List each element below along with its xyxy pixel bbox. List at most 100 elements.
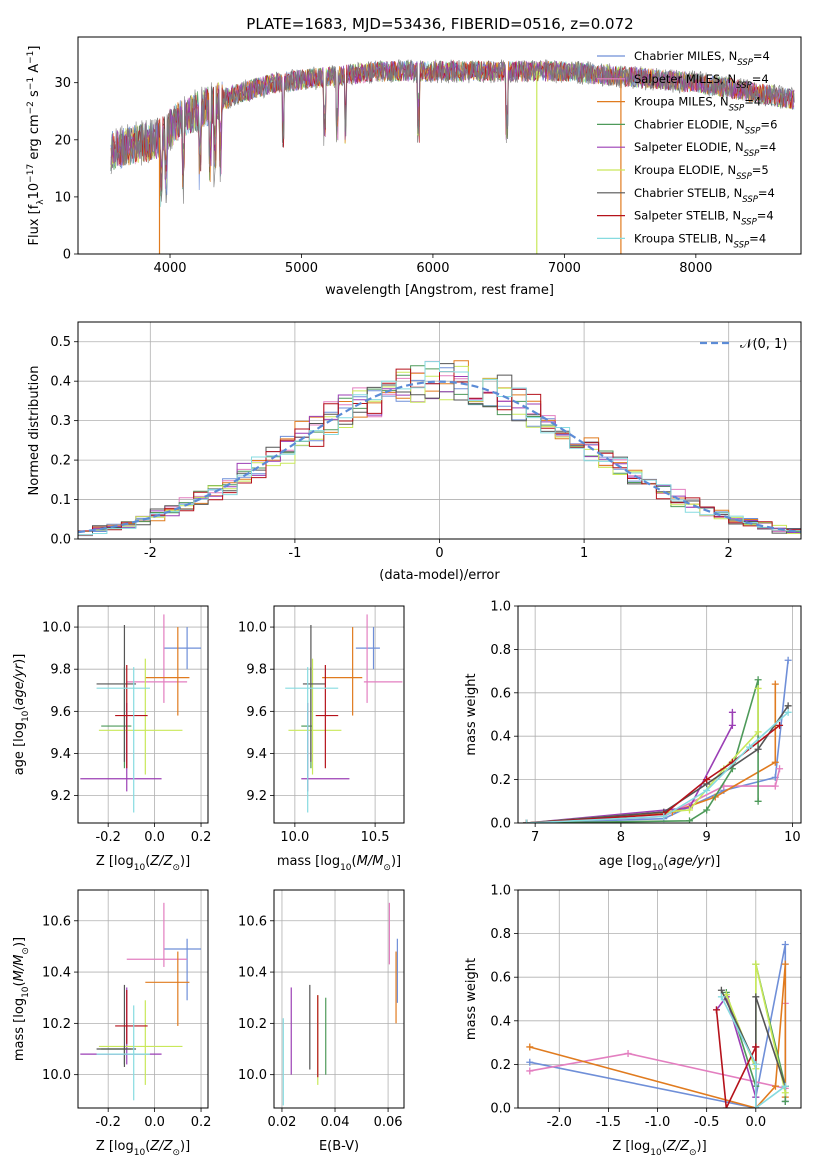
weight-marker — [728, 708, 736, 716]
x-tick-label: 0.0 — [144, 830, 165, 845]
y-tick-label: 1.0 — [490, 600, 511, 615]
panel-residuals: -2 -1 0 1 2 0.0 0.1 0.2 0.3 0.4 0.5 𝒩(0, 1) (data-mo… — [27, 321, 802, 583]
plot-area — [523, 656, 792, 823]
legend-eq: = — [752, 72, 762, 86]
weight-marker — [752, 1043, 760, 1051]
weight-marker — [712, 1006, 720, 1014]
axes-frame — [77, 605, 209, 824]
weight-marker — [752, 993, 760, 1001]
x-tick-label: 9 — [703, 830, 711, 845]
weight-marker — [752, 960, 760, 968]
y-tick-label: 0.2 — [50, 454, 71, 469]
label-part: ⊙ — [689, 1148, 697, 1158]
label-part: ⊙ — [172, 1148, 180, 1158]
y-tick-label: 9.2 — [246, 789, 267, 804]
legend-prefix: , N — [726, 186, 742, 200]
label-part: 10 — [21, 710, 31, 722]
label-part: )] — [710, 854, 720, 869]
weight-marker — [728, 721, 736, 729]
legend-sub: SSP — [744, 149, 760, 159]
y-tick-label: 0.0 — [490, 817, 511, 832]
legend-eq: = — [757, 209, 767, 223]
x-tick-label: 0 — [435, 546, 443, 561]
legend-nssp: 4 — [754, 95, 761, 109]
y-tick-label: 0.0 — [490, 1102, 511, 1117]
legend-eq: = — [752, 163, 762, 177]
weight-marker — [754, 684, 762, 692]
weight-marker — [703, 786, 711, 794]
x-tick-label: 8 — [617, 830, 625, 845]
legend-model-name: Chabrier ELODIE — [634, 117, 729, 131]
x-axis-label: (data-model)/error — [379, 568, 500, 583]
y-tick-label: 10.4 — [238, 966, 267, 981]
legend-prefix: , N — [725, 209, 741, 223]
plot-area — [285, 614, 403, 813]
weight-marker — [776, 765, 784, 773]
legend-eq: = — [758, 186, 768, 200]
plot-area — [282, 902, 398, 1106]
label-part: )] — [180, 854, 190, 869]
x-tick-label: 0.04 — [321, 1115, 350, 1130]
weight-line-kroupa-stelib — [720, 996, 786, 1108]
weight-marker — [776, 721, 784, 729]
label-part: 10 — [21, 986, 31, 998]
y-tick-label: 10.6 — [42, 914, 71, 929]
weight-marker — [686, 806, 694, 814]
y-tick-label: 10.4 — [42, 966, 71, 981]
x-axis-label: E(B-V) — [319, 1139, 359, 1154]
y-tick-label: 10.2 — [42, 1017, 71, 1032]
y-axis-label: mass weight — [464, 673, 479, 755]
x-axis-label: mass [log10(M/M⊙)] — [277, 854, 401, 873]
weight-line-salpeter-elodie — [526, 712, 734, 823]
weight-marker — [754, 797, 762, 805]
label-part: ⊙ — [383, 863, 391, 873]
y-tick-label: 0.3 — [50, 414, 71, 429]
y-tick-label: 1.0 — [490, 884, 511, 899]
label-part: ( — [12, 981, 27, 986]
histogram-kroupa-stelib — [78, 361, 801, 539]
x-tick-label: -2 — [144, 546, 157, 561]
legend-entry: Kroupa STELIB, NSSP=4 — [634, 231, 766, 250]
legend-nssp: 6 — [770, 117, 777, 131]
weight-line-chabrier-stelib — [526, 705, 789, 823]
x-tick-label: 6000 — [416, 261, 449, 276]
y-tick-label: 9.6 — [246, 705, 267, 720]
label-part: Z/Z — [149, 854, 173, 869]
y-tick-label: 9.8 — [50, 663, 71, 678]
legend-prefix: , N — [713, 95, 729, 109]
weight-marker — [781, 960, 789, 968]
y-tick-label: 30 — [54, 76, 71, 91]
weight-marker — [781, 1089, 789, 1097]
x-tick-label: -1.0 — [645, 1115, 670, 1130]
label-part: Z/Z — [149, 1139, 173, 1154]
weight-marker — [526, 1058, 534, 1066]
legend-sub: SSP — [736, 81, 752, 91]
x-tick-label: 10.0 — [280, 830, 309, 845]
y-axis-label: mass weight — [464, 958, 479, 1040]
plot-area — [80, 614, 202, 813]
y-tick-label: 10.0 — [42, 1068, 71, 1083]
panel-spectrum: 4000 5000 6000 7000 8000 0 10 20 30 wavelength [A… — [26, 36, 802, 298]
legend-eq: = — [760, 117, 770, 131]
weight-marker — [752, 1060, 760, 1068]
weight-marker — [523, 819, 531, 823]
y-tick-label: 0 — [63, 248, 71, 263]
legend-entry: Kroupa ELODIE, NSSP=5 — [634, 163, 769, 182]
legend-sub: SSP — [737, 58, 753, 68]
x-axis-label: Z [log10(Z/Z⊙)] — [96, 854, 190, 873]
label-part: )] — [12, 654, 27, 664]
plot-area — [526, 941, 789, 1108]
histogram-salpeter-stelib — [78, 368, 801, 539]
weight-marker — [771, 782, 779, 790]
panel-mass_vs_Z: -0.2 0.0 0.210.010.210.410.6Z [log10(Z/Z⊙)… — [12, 889, 211, 1158]
y-axis-label: Normed distribution — [27, 366, 42, 496]
y-axis-label: Flux [fλ10−17 erg cm−2 s−1 A−1] — [26, 46, 46, 246]
weight-marker — [784, 656, 792, 664]
legend-prefix: , N — [720, 163, 736, 177]
y-tick-label: 0.4 — [490, 1014, 511, 1029]
legend-model-name: Kroupa STELIB — [634, 231, 718, 245]
label-part: Z [log — [612, 1139, 650, 1154]
